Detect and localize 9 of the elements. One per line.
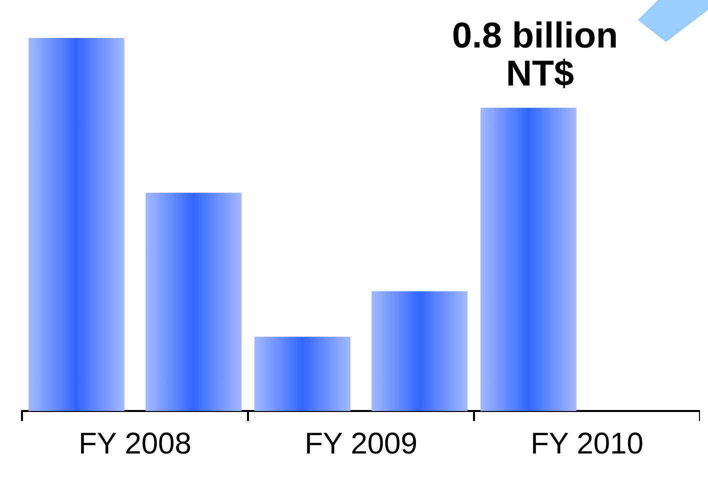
bar (254, 336, 350, 411)
bar (372, 291, 468, 411)
annotation: 0.8 billion NT$ (452, 14, 628, 94)
x-tick-label: FY 2010 (530, 428, 644, 460)
x-tick-label: FY 2008 (78, 428, 192, 460)
x-tick-label: FY 2009 (304, 428, 418, 460)
bar (146, 192, 242, 411)
bar (480, 108, 576, 411)
bar (28, 38, 124, 411)
